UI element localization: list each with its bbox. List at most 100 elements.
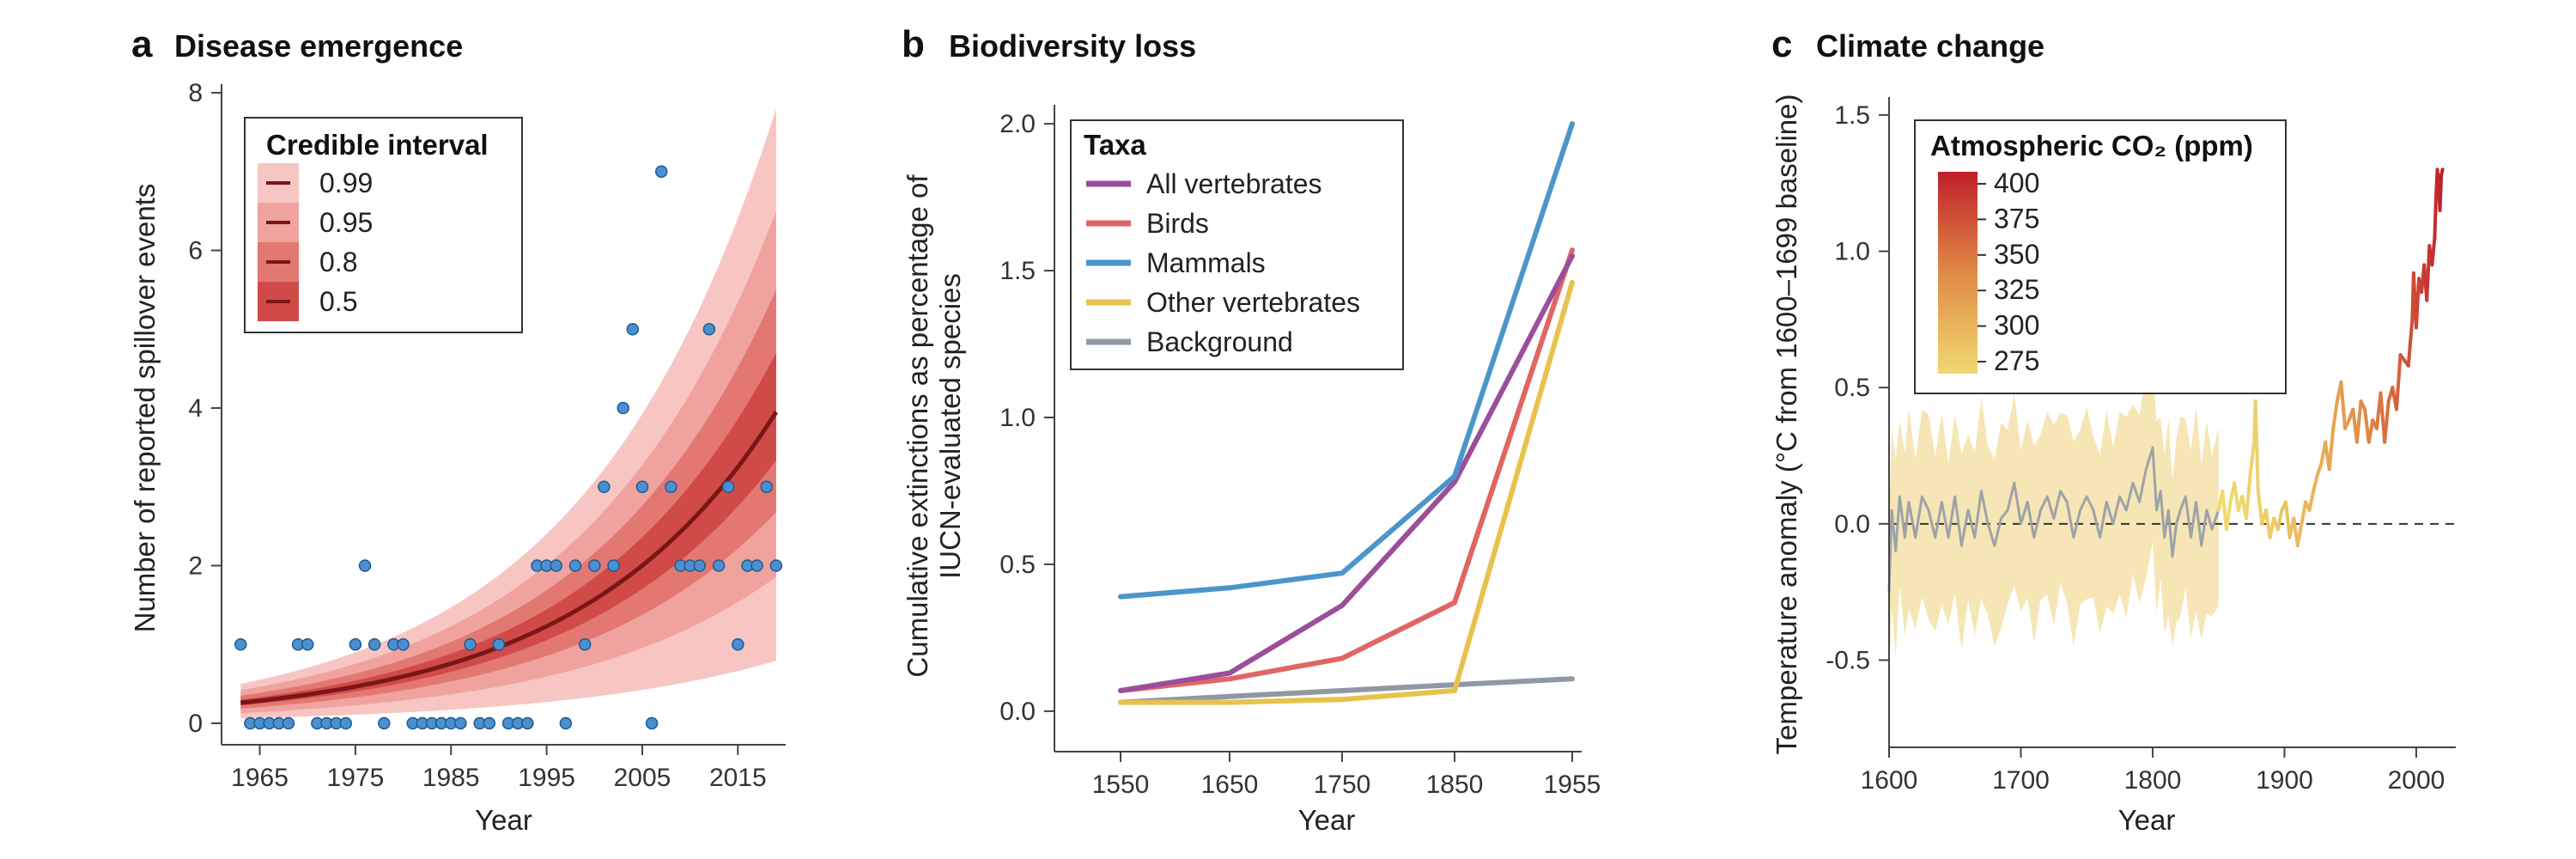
data-point	[721, 480, 735, 493]
x-tick-label: 1850	[1426, 771, 1484, 799]
data-point	[521, 716, 534, 730]
y-tick-label: 2	[188, 552, 203, 581]
y-tick-label: 1.5	[1834, 101, 1870, 130]
data-point	[368, 638, 381, 651]
data-point	[397, 638, 410, 651]
median-line	[240, 411, 779, 705]
temperature-segment	[2394, 353, 2403, 411]
colorbar-tick-label: 400	[1994, 168, 2039, 198]
temperature-segment	[2244, 472, 2252, 521]
temperature-segment	[2315, 462, 2324, 477]
temperature-segment	[2433, 195, 2438, 240]
data-point	[645, 716, 659, 730]
panel-c: c Climate change -0.5 0.0 0.5 1.0 1.5 1600 1700 1…	[1771, 23, 2460, 836]
temperature-segment	[2284, 500, 2292, 539]
y-axis-label-line2: IUCN-evaluated species	[934, 273, 966, 579]
colorbar-tick-label: 350	[1994, 239, 2039, 270]
panel-a-letter: a	[131, 23, 153, 65]
legend-label-0.95: 0.95	[319, 207, 373, 238]
legend-title: Credible interval	[266, 129, 489, 161]
y-tick-label: 1.0	[999, 404, 1036, 432]
legend-label-0.5: 0.5	[319, 286, 357, 317]
legend-box	[1070, 119, 1404, 370]
temperature-segment	[2300, 500, 2308, 526]
data-point	[550, 559, 562, 572]
data-point	[635, 480, 649, 493]
y-tick-label: 0.5	[999, 551, 1036, 579]
data-point	[702, 323, 716, 336]
colorbar-tick-label: 275	[1994, 345, 2039, 376]
temperature-segment	[2312, 472, 2319, 493]
data-point	[378, 716, 391, 730]
colorbar-tick-label: 300	[1994, 310, 2039, 341]
data-point	[750, 559, 763, 572]
temperature-segment	[2295, 521, 2304, 548]
x-tick-label: 1985	[422, 764, 480, 792]
panel-b-title: Biodiversity loss	[949, 28, 1196, 64]
credible-band-0.8	[240, 289, 776, 709]
data-point	[454, 716, 467, 730]
y-tick-label: 4	[188, 394, 203, 423]
panel-b: b Biodiversity loss 0.0 0.5 1.0 1.5 2.0 1550 165…	[902, 23, 1601, 836]
x-axis-label: Year	[475, 804, 532, 836]
x-tick-label: 1750	[1314, 771, 1371, 799]
temperature-segment	[2253, 399, 2260, 493]
x-tick-label: 2015	[709, 764, 767, 792]
temperature-segment	[2256, 489, 2264, 526]
temperature-segment	[2383, 399, 2391, 444]
legend-label: Mammals	[1146, 247, 1266, 278]
legend-title: Taxa	[1084, 129, 1146, 161]
legend-credible-interval: Credible interval 0.99 0.95 0.8 0.5	[244, 117, 523, 333]
x-tick-label: 2000	[2388, 766, 2445, 795]
y-tick-label: 2.0	[999, 110, 1036, 138]
y-tick-label: 1.0	[1834, 238, 1870, 266]
y-tick-label: -0.5	[1826, 646, 1870, 674]
x-tick-label: 1975	[327, 764, 385, 792]
temperature-segment	[2414, 277, 2421, 330]
x-tick-label: 1600	[1861, 766, 1918, 795]
data-point	[282, 716, 295, 730]
temperature-segment	[2307, 489, 2316, 512]
x-axis-label: Year	[1298, 804, 1356, 836]
colorbar-tick-label: 375	[1994, 203, 2039, 234]
legend-label: All vertebrates	[1146, 168, 1322, 199]
x-tick-label: 1955	[1544, 771, 1601, 799]
data-point	[358, 559, 372, 572]
panel-b-letter: b	[902, 23, 925, 65]
temperature-segment	[2438, 173, 2444, 212]
data-point	[760, 480, 773, 493]
data-point	[492, 638, 506, 651]
x-axis-label: Year	[2118, 804, 2176, 836]
x-tick-label: 1965	[231, 764, 289, 792]
data-point	[464, 638, 477, 651]
x-tick-label: 1700	[1992, 766, 2050, 795]
co2-colorbar	[1938, 172, 1978, 374]
legend-label: Birds	[1146, 208, 1209, 239]
temperature-segment	[2439, 168, 2445, 177]
panel-a-title: Disease emergence	[174, 28, 463, 64]
series-line-birds	[1118, 247, 1575, 693]
data-point	[712, 559, 726, 572]
uncertainty-band	[1889, 367, 2219, 679]
y-tick-label: 0.0	[999, 698, 1036, 726]
x-tick-label: 1550	[1092, 771, 1150, 799]
data-point	[234, 638, 247, 651]
data-point	[732, 638, 744, 651]
temperature-segment	[2233, 481, 2240, 512]
data-point	[598, 480, 611, 493]
data-point	[301, 638, 314, 651]
y-tick-label: 8	[188, 79, 203, 107]
data-point	[693, 559, 707, 572]
data-point	[349, 638, 362, 651]
data-point	[559, 716, 573, 730]
temperature-segment	[2331, 399, 2339, 430]
legend-label: Other vertebrates	[1146, 287, 1360, 318]
y-tick-label: 1.5	[999, 257, 1036, 285]
temperature-segment	[2248, 440, 2257, 477]
data-point	[769, 559, 783, 572]
y-axis-label-line1: Cumulative extinctions as percentage of	[902, 174, 933, 678]
series-line-all-vertebrates	[1118, 253, 1575, 693]
temperature-segment	[2327, 426, 2336, 472]
data-point	[578, 638, 592, 651]
